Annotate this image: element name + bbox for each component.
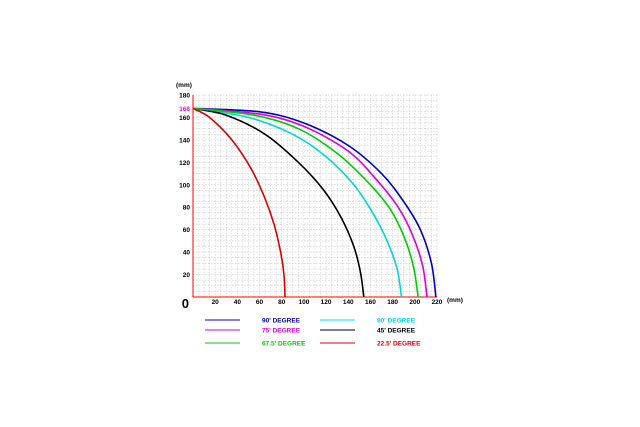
legend-label-5: 22.5' DEGREE [377, 341, 421, 348]
x-tick-label: 80 [278, 299, 286, 306]
y-tick-label: 140 [179, 137, 190, 144]
series-line-1 [192, 107, 403, 298]
y-tick-label: 120 [179, 160, 190, 167]
origin-label: 0 [182, 296, 189, 311]
x-tick-label: 140 [343, 299, 354, 306]
highlight-y-label: 168 [179, 106, 190, 113]
series-line-2 [192, 107, 428, 298]
x-unit-label: (mm) [447, 297, 463, 304]
x-tick-label: 160 [365, 299, 376, 306]
legend-label-4: 67.5' DEGREE [262, 341, 306, 348]
y-tick-label: 80 [183, 205, 191, 212]
series-line-3 [192, 107, 365, 298]
y-tick-label: 60 [183, 227, 191, 234]
x-tick-label: 220 [432, 299, 443, 306]
legend-label-3: 45' DEGREE [377, 328, 416, 335]
legend-label-2: 75' DEGREE [262, 328, 301, 335]
x-tick-label: 20 [212, 299, 220, 306]
x-tick-label: 100 [298, 299, 309, 306]
y-tick-label: 40 [183, 250, 191, 257]
x-tick-label: 40 [234, 299, 242, 306]
series-line-5 [192, 107, 286, 298]
x-tick-label: 180 [387, 299, 398, 306]
x-tick-label: 60 [256, 299, 264, 306]
tick-labels: 20 40 60 80 100 120 140 160 180 200 220 (mm) 20 40 60 8… [176, 82, 463, 311]
series-lines [192, 107, 437, 298]
y-unit-label: (mm) [176, 82, 192, 89]
y-tick-label: 180 [179, 93, 190, 100]
legend-label-1: 80' DEGREE [377, 318, 416, 325]
legend: 90' DEGREE 80' DEGREE 75' DEGREE 45' DEGREE… [205, 318, 421, 348]
x-tick-label: 120 [321, 299, 332, 306]
series-line-4 [192, 107, 419, 298]
y-tick-label: 20 [183, 272, 191, 279]
x-tick-label: 200 [409, 299, 420, 306]
y-tick-label: 100 [179, 182, 190, 189]
legend-label-0: 90' DEGREE [262, 318, 301, 325]
y-tick-label: 160 [179, 115, 190, 122]
axes [192, 95, 437, 298]
series-line-0 [192, 107, 437, 298]
